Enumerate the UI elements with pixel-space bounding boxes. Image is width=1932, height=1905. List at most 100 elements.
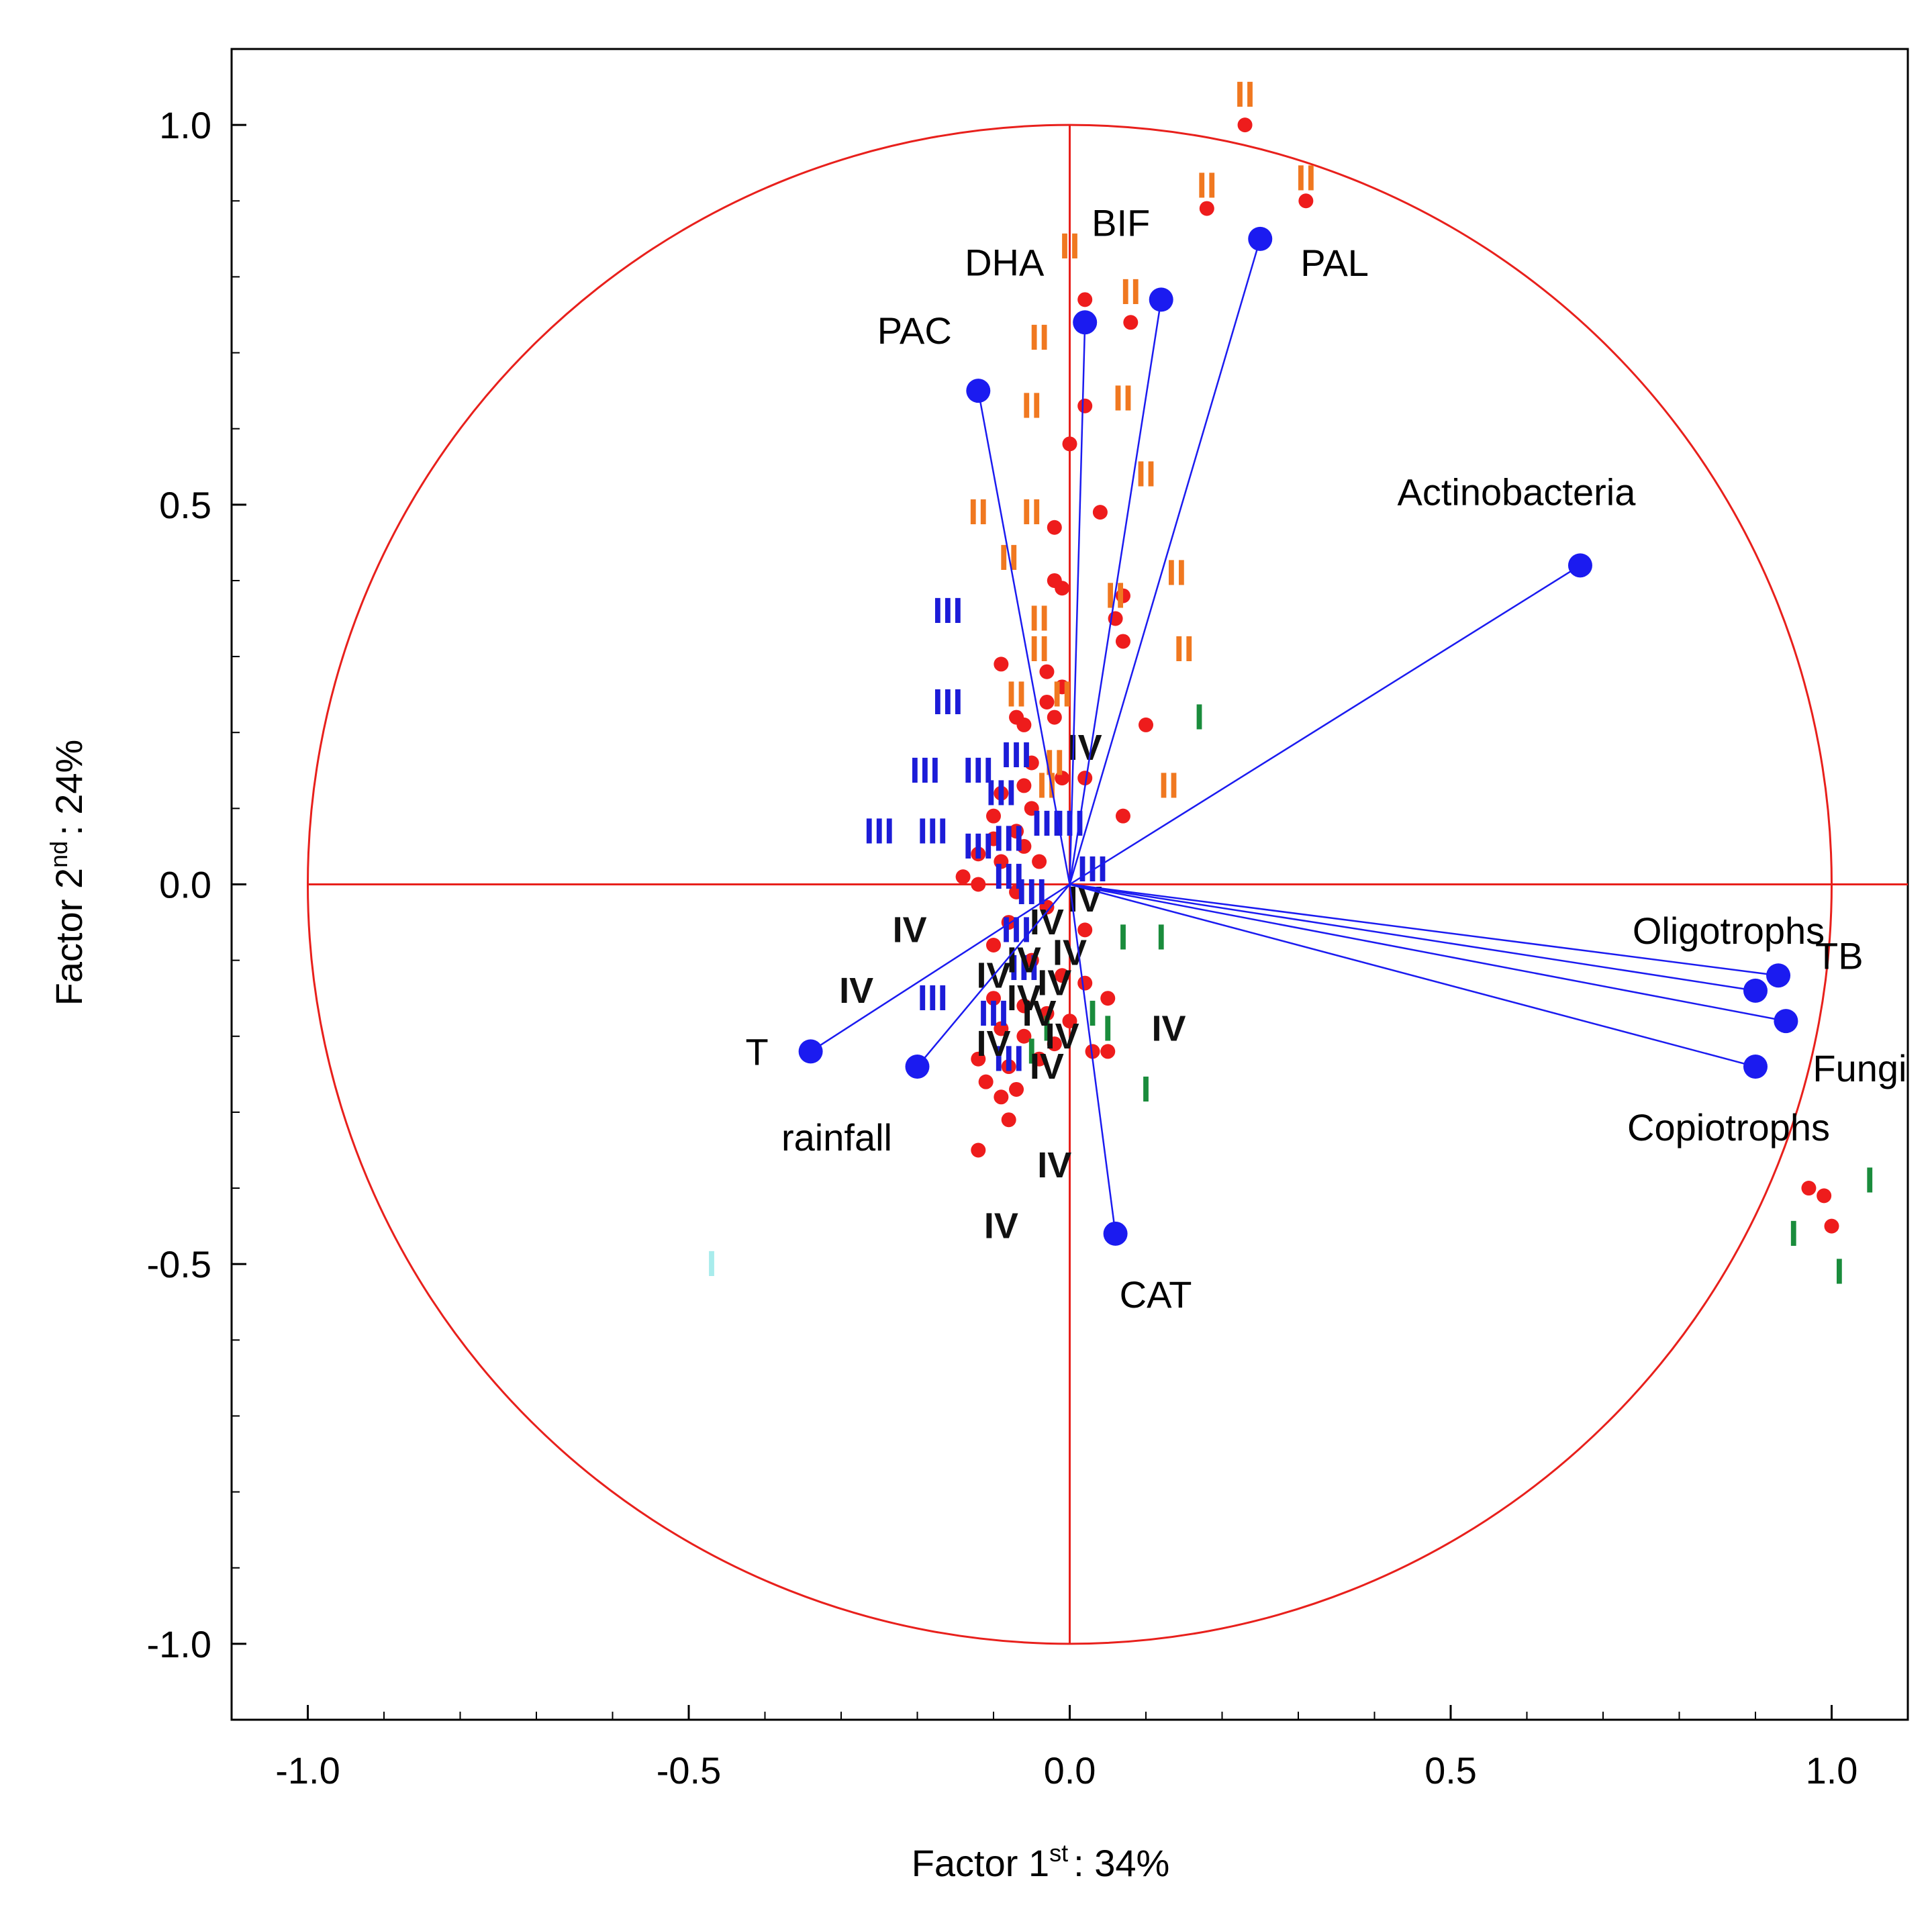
observation-point-49: [994, 1021, 1009, 1036]
group-II-label-17: II: [1006, 675, 1026, 715]
group-IV-label-1: IV: [893, 910, 927, 950]
observation-point-48: [1062, 1014, 1077, 1029]
observation-point-16: [1055, 679, 1070, 695]
observation-point-52: [1100, 1044, 1116, 1059]
group-I-label-5: I: [1865, 1161, 1875, 1201]
observation-point-22: [1024, 755, 1039, 771]
group-I-label-9: I: [1026, 1031, 1036, 1071]
group-II-label-2: II: [1197, 166, 1217, 206]
variable-label-DHA: DHA: [965, 241, 1045, 283]
group-II-label-9: II: [1022, 492, 1042, 532]
group-II-label-19: II: [1159, 765, 1179, 805]
group-II-label-0: II: [1235, 75, 1255, 115]
x-axis-title-sup: st: [1049, 1839, 1068, 1867]
observation-point-8: [1047, 520, 1062, 535]
observation-point-46: [1016, 998, 1032, 1014]
group-II-label-8: II: [1136, 454, 1156, 495]
group-III-label-12: III: [994, 857, 1024, 897]
x-tick-label-0: -1.0: [275, 1749, 340, 1792]
vector-line-Oligotrophs: [1069, 883, 1756, 992]
group-III-label-15: III: [978, 993, 1008, 1034]
group-IV-label-12: IV: [1030, 1046, 1064, 1087]
observation-point-26: [994, 785, 1009, 801]
observation-point-30: [1009, 824, 1024, 839]
observation-point-10: [1055, 581, 1070, 596]
observation-point-45: [986, 991, 1001, 1006]
vector-line-CAT: [1069, 884, 1116, 1234]
y-tick-label-3: -0.5: [147, 1243, 212, 1285]
vector-point-PAC: [966, 379, 991, 403]
observation-point-27: [1024, 801, 1039, 816]
observation-point-41: [986, 938, 1001, 953]
observation-point-25: [1016, 778, 1032, 793]
vector-line-T: [810, 883, 1071, 1053]
vector-point-T: [798, 1039, 823, 1064]
observation-point-62: [1100, 991, 1116, 1006]
vector-line-rainfall: [916, 883, 1071, 1067]
group-III-label-7: III: [918, 811, 948, 851]
group-II-label-5: II: [1029, 318, 1049, 358]
group-I-label-6: I: [1788, 1214, 1798, 1254]
group-I-label-7: I: [1834, 1251, 1844, 1291]
group-II-label-7: II: [1113, 378, 1133, 418]
observation-point-59: [1001, 1112, 1016, 1128]
observation-point-15: [1039, 664, 1055, 679]
observation-point-56: [978, 1074, 994, 1089]
vector-point-Actinobacteria: [1567, 553, 1592, 578]
observation-point-60: [971, 1142, 986, 1158]
observation-point-58: [994, 1089, 1009, 1105]
vector-line-DHA: [1069, 322, 1086, 885]
group-IV-label-9: IV: [1037, 963, 1071, 1004]
variable-label-Oligotrophs: Oligotrophs: [1633, 910, 1825, 952]
group-IV-label-13: IV: [1037, 1145, 1071, 1185]
vector-point-Oligotrophs: [1743, 978, 1768, 1003]
group-III-label-3: III: [963, 750, 994, 791]
observation-point-50: [1016, 1028, 1032, 1044]
vector-point-TB: [1766, 963, 1791, 988]
group-II-label-18: II: [1052, 675, 1072, 715]
group-I-label-1: I: [1118, 918, 1128, 958]
group-III-label-16: III: [994, 1039, 1024, 1079]
observation-point-65: [1817, 1188, 1832, 1204]
observation-point-13: [1115, 634, 1130, 649]
observation-point-64: [1801, 1181, 1817, 1196]
variable-vectors-group: [798, 226, 1798, 1246]
variable-label-Fungi: Fungi: [1813, 1047, 1906, 1089]
observation-point-6: [1062, 436, 1077, 452]
observation-point-14: [994, 656, 1009, 672]
x-axis-title: Factor 1st: 34%: [912, 1839, 1170, 1884]
vector-line-Actinobacteria: [1069, 565, 1581, 885]
observation-point-33: [971, 846, 986, 862]
y-axis-title-main: Factor 2: [48, 868, 90, 1006]
observation-point-57: [1009, 1081, 1024, 1097]
observation-point-5: [1077, 398, 1093, 413]
observation-point-1: [1298, 193, 1314, 209]
variable-label-CAT: CAT: [1120, 1273, 1192, 1316]
group-IV-label-14: IV: [984, 1206, 1018, 1247]
observation-point-61: [1085, 1044, 1100, 1059]
variable-label-TB: TB: [1815, 934, 1864, 977]
stray-mark-0: I: [707, 1244, 717, 1284]
observation-point-38: [1009, 884, 1024, 899]
observation-point-24: [1077, 771, 1093, 786]
observation-point-54: [1001, 1059, 1016, 1075]
x-axis-title-suffix: : 34%: [1073, 1842, 1169, 1884]
observation-point-3: [1077, 292, 1093, 307]
group-IV-label-15: IV: [1007, 978, 1041, 1018]
y-axis-title-sup: nd: [45, 841, 73, 868]
x-axis-title-main: Factor 1: [912, 1842, 1049, 1884]
group-III-label-8: III: [963, 826, 994, 867]
variable-label-PAL: PAL: [1300, 242, 1369, 284]
y-axis-title-suffix: : 24%: [48, 740, 90, 836]
observation-point-39: [1039, 899, 1055, 915]
y-tick-label-0: 1.0: [159, 104, 211, 146]
vector-point-Fungi: [1774, 1009, 1798, 1034]
observation-point-20: [1047, 710, 1062, 725]
group-IV-label-8: IV: [1022, 993, 1057, 1034]
x-tick-label-4: 1.0: [1806, 1749, 1858, 1792]
group-III-label-9: III: [994, 819, 1024, 859]
group-III-label-4: III: [1002, 735, 1032, 775]
vector-point-CAT: [1103, 1221, 1128, 1246]
